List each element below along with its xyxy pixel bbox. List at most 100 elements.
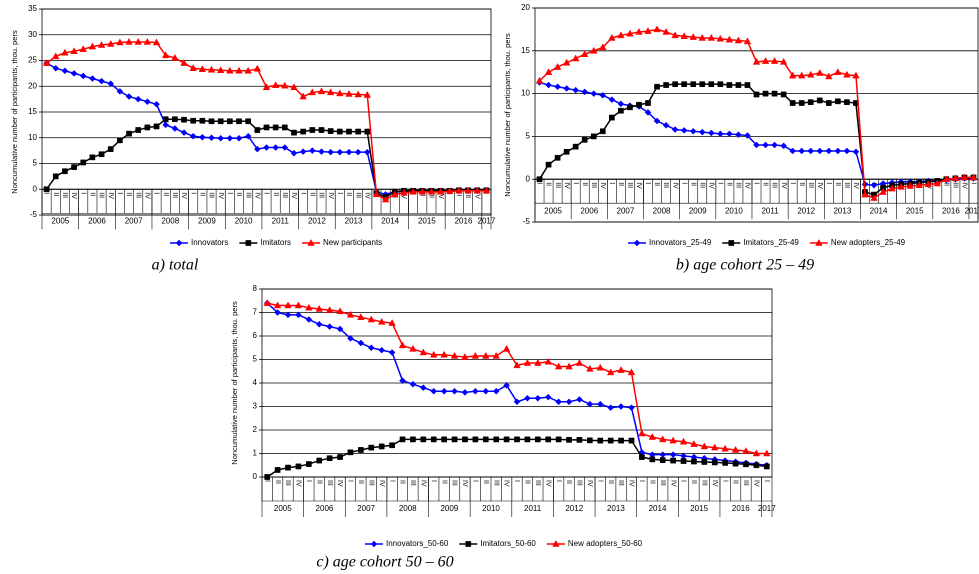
marker: [409, 344, 417, 352]
x-tick-label: IV: [707, 182, 714, 189]
marker: [347, 334, 354, 342]
marker: [681, 81, 688, 88]
marker: [590, 133, 597, 140]
marker: [162, 121, 170, 129]
marker: [618, 107, 624, 114]
marker: [309, 127, 316, 133]
year-label: 2016: [455, 216, 473, 225]
marker: [689, 127, 697, 135]
marker: [617, 403, 625, 410]
x-tick-label: III: [428, 192, 435, 198]
x-tick-label: II: [199, 192, 206, 196]
marker: [116, 88, 124, 95]
marker: [825, 100, 832, 106]
marker: [363, 90, 372, 98]
x-tick-label: II: [272, 192, 279, 196]
marker: [762, 141, 769, 149]
marker: [471, 351, 480, 359]
y-axis-title: Noncumulative number of participants, th…: [503, 33, 512, 197]
marker: [662, 121, 670, 129]
year-label: 2010: [235, 216, 253, 225]
marker: [418, 187, 426, 195]
x-tick-label: III: [284, 480, 291, 486]
marker: [770, 57, 779, 64]
x-tick-label: II: [690, 480, 697, 484]
marker: [628, 437, 635, 444]
marker: [281, 81, 289, 89]
marker: [440, 387, 448, 395]
marker: [253, 64, 262, 72]
x-tick-label: IV: [461, 480, 468, 487]
marker: [43, 186, 50, 193]
x-tick-label: III: [807, 182, 814, 188]
marker: [226, 118, 233, 125]
x-tick-label: II: [565, 480, 572, 484]
marker: [430, 350, 438, 358]
marker: [357, 339, 365, 347]
marker: [698, 128, 706, 136]
x-tick-label: III: [952, 182, 959, 188]
x-tick-label: IV: [711, 480, 718, 487]
y-axis-title: Noncumulative number of participants, th…: [10, 30, 19, 194]
legend-label: New participants: [323, 238, 382, 247]
marker: [689, 33, 697, 40]
marker: [493, 436, 500, 443]
x-tick-label: I: [153, 192, 160, 194]
marker: [464, 186, 472, 194]
marker: [753, 91, 760, 98]
marker: [153, 123, 160, 130]
year-label: 2007: [125, 216, 143, 225]
marker: [789, 100, 796, 106]
marker: [565, 362, 573, 370]
marker: [134, 95, 142, 103]
marker: [400, 188, 408, 196]
marker: [554, 362, 563, 370]
marker: [152, 38, 161, 46]
marker: [473, 186, 481, 194]
x-tick-label: IV: [473, 192, 480, 199]
x-tick-label: II: [648, 480, 655, 484]
marker: [482, 351, 490, 359]
x-tick-label: I: [43, 192, 50, 194]
x-tick-label: I: [347, 480, 354, 482]
marker: [587, 437, 593, 444]
year-label: 2007: [357, 504, 375, 513]
legend-marker: [728, 240, 735, 246]
marker: [419, 384, 427, 392]
marker: [780, 142, 787, 150]
marker: [608, 114, 615, 121]
marker: [367, 315, 376, 323]
x-tick-label: II: [399, 480, 406, 484]
marker: [368, 444, 375, 451]
marker: [89, 154, 96, 161]
marker: [264, 474, 271, 480]
x-tick-label: III: [534, 480, 541, 486]
x-tick-label: II: [524, 480, 531, 484]
marker: [455, 186, 463, 194]
marker: [617, 100, 625, 108]
marker: [305, 461, 312, 467]
marker: [753, 462, 760, 469]
x-tick-label: III: [617, 480, 624, 486]
marker: [472, 387, 479, 395]
marker: [544, 393, 552, 401]
year-label: 2015: [690, 504, 708, 513]
marker: [364, 128, 371, 135]
marker: [644, 109, 652, 116]
marker: [327, 148, 334, 156]
x-tick-label: IV: [400, 192, 407, 199]
year-label: 2014: [649, 504, 667, 513]
legend-marker: [465, 541, 472, 547]
y-tick-label: 20: [521, 3, 530, 12]
marker: [789, 147, 797, 155]
x-tick-label: III: [590, 182, 597, 188]
x-tick-label: III: [451, 480, 458, 486]
marker: [513, 398, 521, 406]
year-label: 2010: [482, 504, 500, 513]
marker: [663, 82, 669, 88]
marker: [254, 127, 261, 133]
marker: [98, 151, 105, 158]
year-label: 2011: [524, 504, 542, 513]
marker: [761, 57, 770, 64]
marker: [735, 131, 742, 139]
